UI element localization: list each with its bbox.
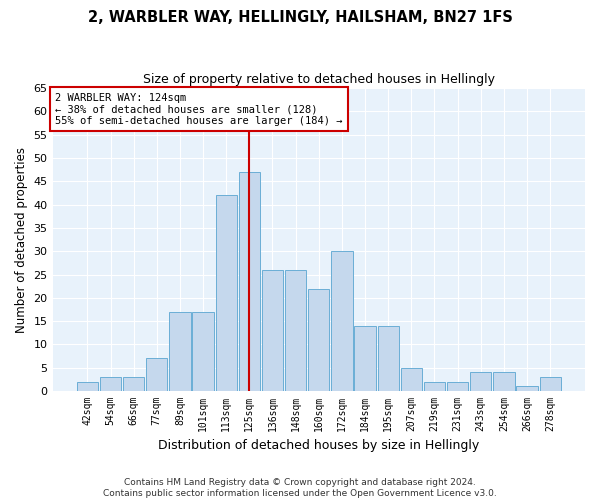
Bar [146, 358, 167, 391]
Bar [308, 288, 329, 391]
Bar [262, 270, 283, 391]
Bar [539, 377, 561, 391]
Bar [493, 372, 515, 391]
Bar [100, 377, 121, 391]
Bar [215, 196, 237, 391]
Bar [377, 326, 399, 391]
Text: 2 WARBLER WAY: 124sqm
← 38% of detached houses are smaller (128)
55% of semi-det: 2 WARBLER WAY: 124sqm ← 38% of detached … [55, 92, 343, 126]
Bar [355, 326, 376, 391]
Bar [123, 377, 145, 391]
Bar [169, 312, 191, 391]
Bar [401, 368, 422, 391]
Bar [331, 251, 353, 391]
Bar [470, 372, 491, 391]
Bar [447, 382, 468, 391]
Bar [77, 382, 98, 391]
Bar [193, 312, 214, 391]
Title: Size of property relative to detached houses in Hellingly: Size of property relative to detached ho… [143, 72, 495, 86]
Y-axis label: Number of detached properties: Number of detached properties [15, 146, 28, 332]
Bar [424, 382, 445, 391]
Bar [517, 386, 538, 391]
Bar [285, 270, 306, 391]
Bar [239, 172, 260, 391]
Text: 2, WARBLER WAY, HELLINGLY, HAILSHAM, BN27 1FS: 2, WARBLER WAY, HELLINGLY, HAILSHAM, BN2… [88, 10, 512, 25]
Text: Contains HM Land Registry data © Crown copyright and database right 2024.
Contai: Contains HM Land Registry data © Crown c… [103, 478, 497, 498]
X-axis label: Distribution of detached houses by size in Hellingly: Distribution of detached houses by size … [158, 440, 479, 452]
